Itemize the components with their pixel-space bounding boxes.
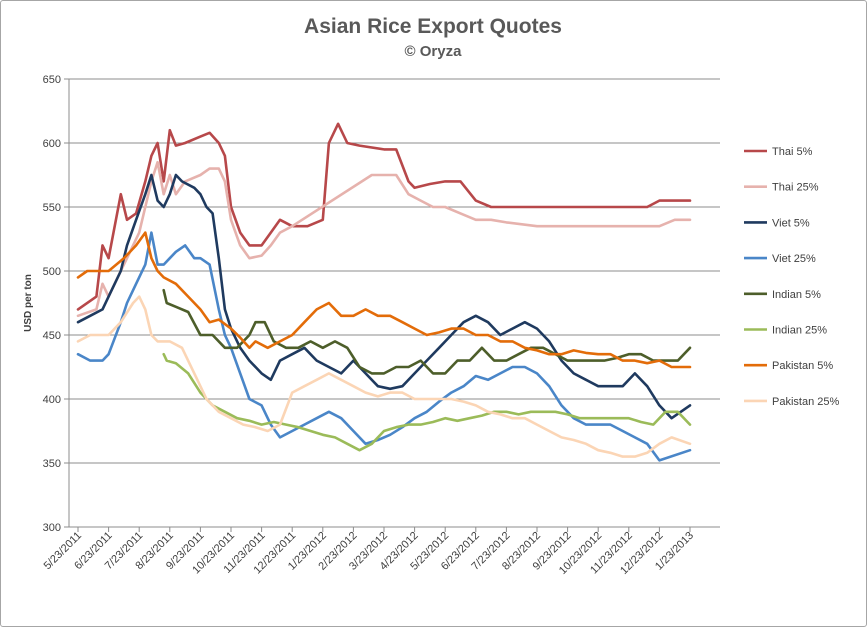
legend-label: Indian 25%: [772, 325, 827, 337]
x-axis-ticks: 5/23/20116/23/20117/23/20118/23/20119/23…: [42, 527, 696, 577]
legend-label: Pakistan 5%: [772, 360, 833, 372]
legend-label: Thai 5%: [772, 146, 813, 158]
series-lines: [76, 122, 692, 462]
y-axis-ticks: 300 350 400 450 500 550 600 650: [43, 74, 69, 534]
y-tick-label: 450: [43, 330, 61, 342]
chart-subtitle: © Oryza: [405, 43, 463, 60]
legend-label: Pakistan 25%: [772, 396, 839, 408]
y-tick-label: 400: [43, 394, 61, 406]
y-tick-label: 550: [43, 202, 61, 214]
legend-label: Viet 25%: [772, 253, 816, 265]
y-tick-label: 350: [43, 458, 61, 470]
y-tick-label: 500: [43, 266, 61, 278]
series-line-viet-5: [76, 173, 692, 420]
series-line-thai-5: [76, 122, 692, 311]
series-line-indian-25: [162, 352, 692, 452]
legend-label: Thai 25%: [772, 182, 819, 194]
legend-label: Indian 5%: [772, 289, 821, 301]
series-line-viet-25: [76, 231, 692, 462]
legend: Thai 5% Thai 25% Viet 5% Viet 25% Indian 5% I…: [744, 146, 839, 408]
chart-title: Asian Rice Export Quotes: [304, 15, 562, 38]
series-line-pakistan-25: [76, 295, 692, 458]
y-tick-label: 600: [43, 138, 61, 150]
y-tick-label: 300: [43, 522, 61, 534]
legend-label: Viet 5%: [772, 217, 810, 229]
series-line-thai-25: [76, 160, 692, 318]
series-line-pakistan-5: [76, 231, 692, 369]
y-tick-label: 650: [43, 74, 61, 86]
y-axis-label: USD per ton: [23, 274, 34, 332]
